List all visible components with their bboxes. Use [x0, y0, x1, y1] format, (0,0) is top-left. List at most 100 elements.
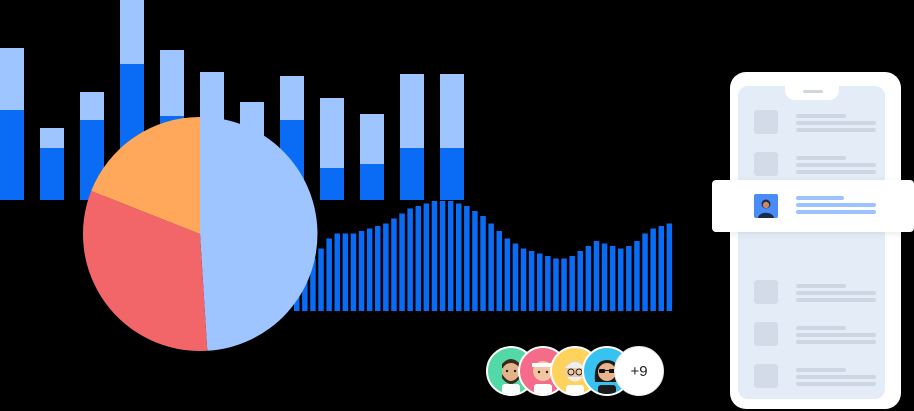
dense-bar	[415, 206, 421, 311]
stacked-bar-upper-segment	[160, 50, 184, 116]
dense-bar	[634, 241, 640, 311]
list-item[interactable]	[754, 280, 876, 304]
list-item-thumbnail	[754, 322, 778, 346]
stacked-bar-upper-segment	[280, 76, 304, 120]
stacked-bar-lower-segment	[40, 148, 64, 200]
list-item-text-line	[796, 291, 876, 295]
list-item-text-line	[796, 340, 876, 344]
stacked-bar-upper-segment	[0, 48, 24, 110]
pie-slice-light-blue	[200, 116, 318, 351]
list-item-text-line	[796, 128, 876, 132]
list-item[interactable]	[754, 364, 876, 388]
dense-bar	[342, 233, 349, 311]
dense-bar	[407, 208, 413, 311]
dense-bar	[456, 203, 462, 311]
stacked-bar-lower-segment	[440, 148, 464, 200]
dense-bar	[294, 293, 300, 311]
list-item[interactable]	[754, 110, 876, 134]
list-item-text-line	[796, 298, 876, 302]
dense-bar	[658, 226, 664, 311]
phone-screen	[738, 86, 885, 399]
selected-item-title-line	[796, 196, 844, 200]
dense-bar	[642, 233, 648, 311]
pie-chart	[82, 116, 318, 352]
dense-bar	[528, 251, 535, 311]
selected-item-text-line	[796, 203, 876, 207]
dense-bar	[666, 223, 673, 311]
stacked-bar-upper-segment	[320, 98, 344, 168]
stacked-bar-upper-segment	[40, 128, 64, 148]
stacked-bar-lower-segment	[0, 110, 24, 200]
dense-bar	[601, 243, 608, 311]
avatar-group: +9	[486, 346, 666, 398]
dense-bar	[310, 258, 316, 311]
dense-bar	[358, 231, 365, 311]
dense-bar	[537, 253, 543, 311]
list-item-thumbnail	[754, 110, 778, 134]
dense-bar	[326, 238, 332, 311]
list-item-text-line	[796, 163, 876, 167]
stacked-bar-lower-segment	[400, 148, 424, 200]
list-item-title-line	[796, 114, 846, 118]
dense-bar-chart	[294, 201, 673, 311]
list-item-text-line	[796, 333, 876, 337]
dense-bar	[569, 256, 575, 311]
dense-bar	[553, 258, 559, 311]
phone-speaker	[803, 90, 823, 93]
dense-bar	[391, 218, 397, 311]
list-item-text-line	[796, 375, 876, 379]
dense-bar	[561, 258, 567, 311]
dense-bar	[350, 233, 357, 311]
dense-bar	[334, 233, 340, 311]
stacked-bar-lower-segment	[320, 168, 344, 200]
dense-bar	[439, 201, 446, 311]
dense-bar	[302, 273, 308, 311]
dense-bar	[577, 251, 583, 311]
dense-bar	[375, 226, 381, 311]
list-item-title-line	[796, 156, 846, 160]
list-item-thumbnail	[754, 280, 778, 304]
more-avatars-count[interactable]: +9	[614, 346, 664, 396]
list-item-title-line	[796, 368, 846, 372]
dense-bar	[447, 201, 454, 311]
stacked-bar-upper-segment	[120, 0, 144, 64]
list-item-thumbnail	[754, 364, 778, 388]
dense-bar	[488, 223, 494, 311]
stacked-bar-upper-segment	[360, 114, 384, 164]
stacked-bar-upper-segment	[440, 74, 464, 148]
dense-bar	[496, 231, 502, 311]
user-avatar-icon	[754, 194, 778, 218]
dense-bar	[545, 256, 551, 311]
dense-bar	[585, 246, 592, 311]
list-item-title-line	[796, 284, 846, 288]
dense-bar	[318, 248, 324, 311]
list-item-text-line	[796, 170, 876, 174]
dense-bar	[366, 228, 373, 311]
list-item-text-line	[796, 121, 876, 125]
dense-bar	[618, 248, 624, 311]
list-item[interactable]	[754, 322, 876, 346]
dense-bar	[593, 241, 600, 311]
dense-bar	[504, 238, 511, 311]
list-item-text-line	[796, 382, 876, 386]
dense-bar	[480, 216, 486, 311]
pie-slice-orange	[91, 117, 200, 234]
dense-bar	[472, 211, 478, 311]
dense-bar	[520, 248, 527, 311]
dense-bar	[464, 206, 470, 311]
list-item-thumbnail	[754, 152, 778, 176]
dense-bar	[399, 213, 405, 311]
dense-bar	[431, 201, 438, 311]
dense-bar	[626, 246, 632, 311]
dense-bar	[512, 243, 519, 311]
stacked-bar-lower-segment	[360, 164, 384, 200]
stacked-bar-upper-segment	[400, 74, 424, 148]
phone-notch	[785, 86, 839, 100]
pie-slice-red	[82, 190, 208, 352]
selected-list-item[interactable]	[712, 180, 914, 232]
phone-mockup	[730, 72, 901, 409]
list-item[interactable]	[754, 152, 876, 176]
dense-bar	[650, 228, 656, 311]
